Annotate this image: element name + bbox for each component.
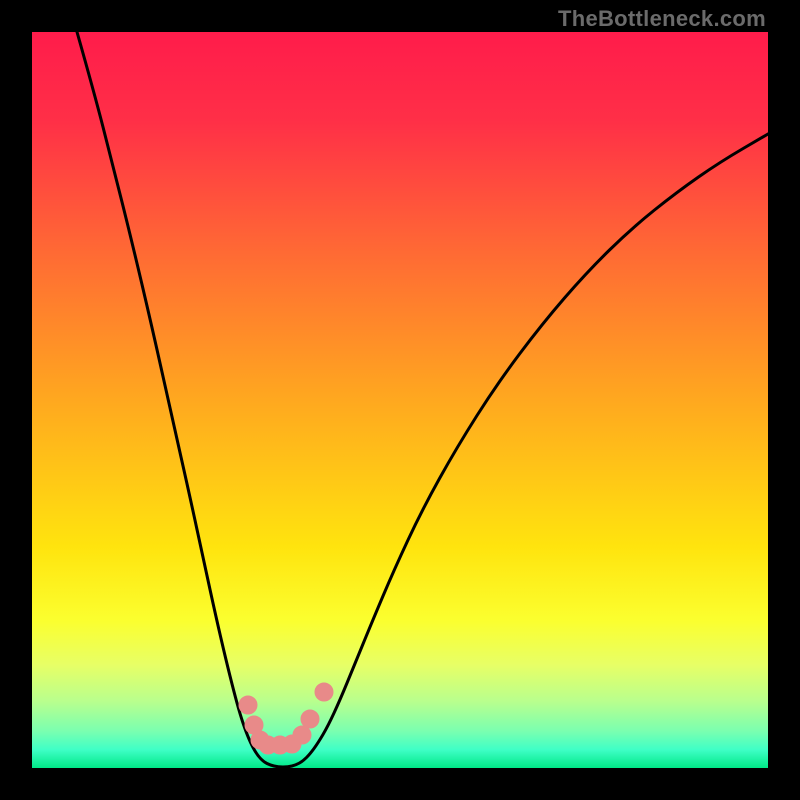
- marker-dot: [301, 710, 319, 728]
- chart-frame: TheBottleneck.com: [0, 0, 800, 800]
- marker-dot: [293, 726, 311, 744]
- bottleneck-curve: [32, 32, 768, 768]
- marker-dot: [315, 683, 333, 701]
- plot-area: [32, 32, 768, 768]
- curve-line: [77, 32, 768, 767]
- marker-dot: [239, 696, 257, 714]
- watermark-text: TheBottleneck.com: [558, 6, 766, 32]
